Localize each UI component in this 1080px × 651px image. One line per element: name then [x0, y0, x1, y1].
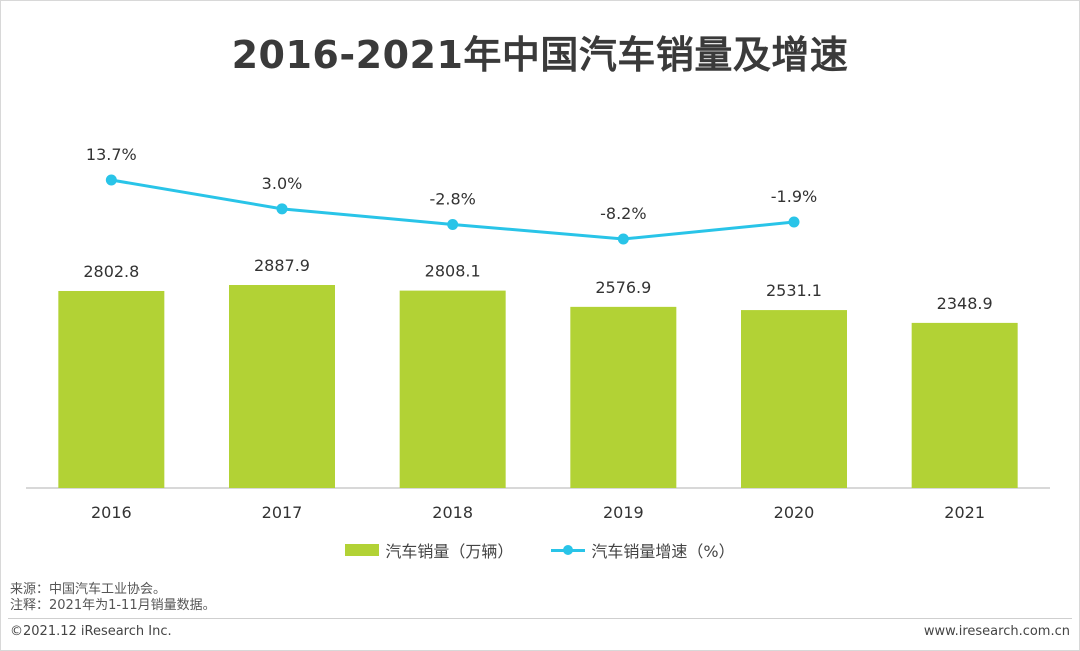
- legend-item-sales: 汽车销量（万辆）: [345, 538, 513, 562]
- bar-2020: [741, 310, 847, 488]
- growth-point-2018: [447, 218, 459, 230]
- footnote: 注释：2021年为1-11月销量数据。: [10, 598, 216, 613]
- growth-point-2017: [276, 203, 288, 215]
- chart-title: 2016-2021年中国汽车销量及增速: [231, 33, 849, 77]
- x-tick-label-2017: 2017: [262, 503, 303, 522]
- growth-point-2016: [105, 174, 117, 186]
- legend-swatch-bar: [345, 544, 380, 556]
- legend-item-growth: 汽车销量增速（%）: [551, 538, 735, 562]
- legend-label-sales: 汽车销量（万辆）: [385, 542, 514, 561]
- bar-value-label-2021: 2348.9: [937, 294, 993, 313]
- growth-point-2020: [788, 216, 800, 228]
- chart-notes: 来源：中国汽车工业协会。 注释：2021年为1-11月销量数据。: [10, 582, 216, 614]
- x-tick-label-2020: 2020: [774, 503, 815, 522]
- bar-value-label-2018: 2808.1: [425, 262, 481, 281]
- chart-legend: 汽车销量（万辆） 汽车销量增速（%）: [0, 538, 1080, 562]
- growth-label-2018: -2.8%: [429, 189, 475, 208]
- copyright-text: ©2021.12 iResearch Inc.: [10, 624, 172, 639]
- x-tick-label-2019: 2019: [603, 503, 644, 522]
- x-tick-label-2018: 2018: [432, 503, 473, 522]
- growth-label-2019: -8.2%: [600, 204, 646, 223]
- growth-label-2017: 3.0%: [262, 174, 303, 193]
- bar-2021: [911, 322, 1018, 488]
- x-tick-label-2016: 2016: [91, 503, 132, 522]
- legend-label-growth: 汽车销量增速（%）: [591, 542, 735, 561]
- legend-swatch-line: [551, 544, 586, 556]
- website-link[interactable]: www.iresearch.com.cn: [923, 624, 1070, 639]
- bar-2016: [58, 290, 165, 488]
- bar-value-label-2019: 2576.9: [595, 278, 651, 297]
- footer-divider: [8, 618, 1072, 619]
- growth-point-2019: [617, 233, 629, 245]
- source-note: 来源：中国汽车工业协会。: [10, 582, 167, 597]
- bar-value-label-2020: 2531.1: [766, 281, 822, 300]
- bar-2017: [229, 285, 335, 488]
- bar-2018: [399, 290, 506, 488]
- growth-label-2020: -1.9%: [771, 187, 817, 206]
- bar-2019: [570, 306, 677, 488]
- bar-value-label-2017: 2887.9: [254, 256, 310, 275]
- x-tick-label-2021: 2021: [944, 503, 985, 522]
- growth-label-2016: 13.7%: [86, 145, 137, 164]
- bar-value-label-2016: 2802.8: [83, 262, 139, 281]
